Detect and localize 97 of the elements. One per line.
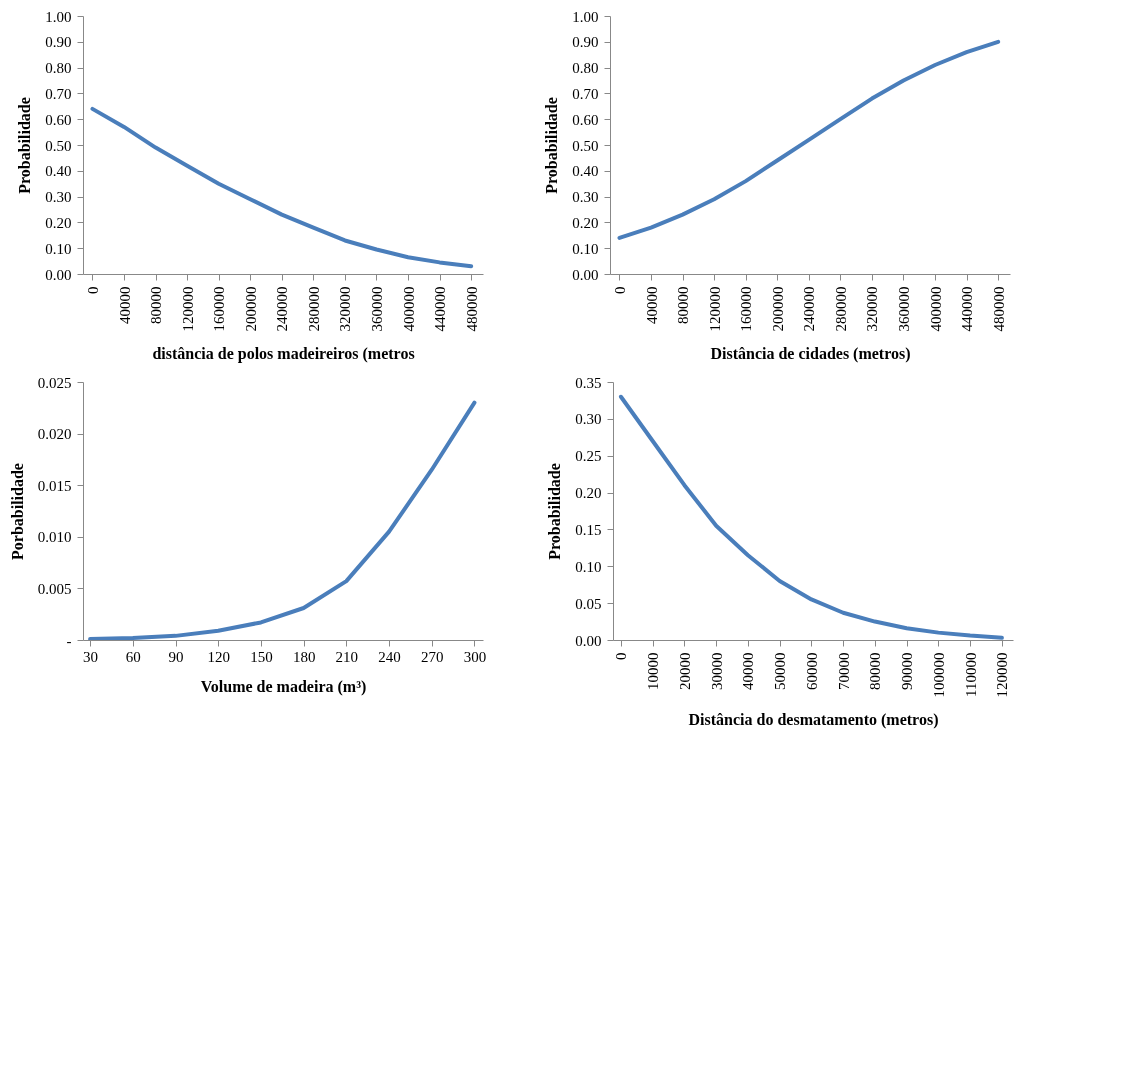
x-tick-label: 20000 xyxy=(676,652,693,690)
y-tick-label: 0.10 xyxy=(575,558,602,575)
y-tick-label: 0.80 xyxy=(45,60,72,77)
y-tick-label: 0.15 xyxy=(575,521,602,538)
y-tick-label: 0.40 xyxy=(572,163,599,180)
x-tick-label: 40000 xyxy=(116,286,133,324)
x-tick-label: 480000 xyxy=(990,286,1007,332)
x-tick-label: 80000 xyxy=(867,652,884,690)
x-tick-label: 270 xyxy=(421,648,444,665)
y-tick-label: 0.35 xyxy=(575,374,602,391)
line-series xyxy=(90,106,474,269)
x-tick-label: 280000 xyxy=(832,286,849,332)
x-tick-label: 240 xyxy=(378,648,401,665)
y-tick-label: 0.00 xyxy=(572,266,599,283)
x-tick-label: 280000 xyxy=(305,286,322,332)
x-tick-label: 320000 xyxy=(864,286,881,332)
x-tick-label: 40000 xyxy=(740,652,757,690)
x-tick-label: 300 xyxy=(463,648,487,665)
x-tick-label: 240000 xyxy=(801,286,818,332)
y-tick-label: 1.00 xyxy=(572,8,599,25)
x-tick-label: 120 xyxy=(207,648,230,665)
x-tick-label: 70000 xyxy=(835,652,852,690)
x-tick-label: 10000 xyxy=(645,652,662,690)
y-axis-title: Probabilidade xyxy=(16,97,34,194)
y-axis-title: Probabilidade xyxy=(546,463,564,560)
x-tick-label: 200000 xyxy=(242,286,259,332)
x-axis-title: distância de polos madeireiros (metros xyxy=(152,344,415,363)
x-tick-label: 100000 xyxy=(930,652,947,698)
y-tick-label: 0.90 xyxy=(572,34,599,51)
y-tick-label: 0.00 xyxy=(45,266,72,283)
x-tick-label: 50000 xyxy=(772,652,789,690)
x-tick-label: 30000 xyxy=(708,652,725,690)
y-tick-label: 0.60 xyxy=(45,111,72,128)
x-axis-title: Volume de madeira (m³) xyxy=(200,677,367,696)
y-tick-label: 0.20 xyxy=(572,214,599,231)
y-tick-label: 0.70 xyxy=(572,85,599,102)
x-tick-label: 90000 xyxy=(899,652,916,690)
x-tick-label: 120000 xyxy=(994,652,1011,698)
x-tick-label: 440000 xyxy=(432,286,449,332)
x-tick-label: 0 xyxy=(611,286,628,294)
y-tick-label: 0.30 xyxy=(575,411,602,428)
x-tick-label: 400000 xyxy=(400,286,417,332)
y-tick-label: 0.00 xyxy=(575,632,602,649)
line-series xyxy=(617,39,1001,240)
x-tick-label: 0 xyxy=(84,286,101,294)
y-tick-label: 0.025 xyxy=(37,374,72,391)
y-tick-label: 0.80 xyxy=(572,60,599,77)
y-tick-label: 0.70 xyxy=(45,85,72,102)
x-axis-title: Distância do desmatamento (metros) xyxy=(688,710,939,729)
y-tick-label: 0.90 xyxy=(45,34,72,51)
x-tick-label: 60000 xyxy=(803,652,820,690)
y-tick-label: 0.10 xyxy=(572,240,599,257)
y-tick-label: 0.010 xyxy=(37,529,72,546)
x-tick-label: 30 xyxy=(83,648,99,665)
x-tick-label: 150 xyxy=(250,648,273,665)
x-tick-label: 80000 xyxy=(675,286,692,324)
line-series xyxy=(88,400,477,640)
y-tick-label: 0.50 xyxy=(572,137,599,154)
x-tick-label: 90 xyxy=(168,648,184,665)
y-axis-title: Porbabilidade xyxy=(8,463,26,560)
x-tick-label: 320000 xyxy=(337,286,354,332)
x-tick-label: 110000 xyxy=(962,652,979,697)
x-tick-label: 240000 xyxy=(274,286,291,332)
x-tick-label: 60 xyxy=(125,648,141,665)
y-tick-label: 0.20 xyxy=(575,485,602,502)
x-tick-label: 180 xyxy=(292,648,316,665)
y-tick-label: 0.015 xyxy=(37,477,72,494)
y-tick-label: 0.60 xyxy=(572,111,599,128)
y-tick-label: 0.40 xyxy=(45,163,72,180)
x-tick-label: 360000 xyxy=(368,286,385,332)
x-tick-label: 400000 xyxy=(927,286,944,332)
y-tick-label: 0.20 xyxy=(45,214,72,231)
x-tick-label: 160000 xyxy=(211,286,228,332)
y-tick-label: 0.10 xyxy=(45,240,72,257)
y-tick-label: 0.005 xyxy=(37,580,72,597)
y-tick-label: 1.00 xyxy=(45,8,72,25)
y-tick-label: - xyxy=(66,632,72,649)
x-tick-label: 40000 xyxy=(643,286,660,324)
y-tick-label: 0.25 xyxy=(575,448,602,465)
x-tick-label: 440000 xyxy=(959,286,976,332)
x-tick-label: 210 xyxy=(335,648,359,665)
x-tick-label: 360000 xyxy=(895,286,912,332)
x-tick-label: 480000 xyxy=(463,286,480,332)
x-tick-label: 0 xyxy=(613,652,630,660)
x-tick-label: 120000 xyxy=(179,286,196,332)
y-axis-title: Probabilidade xyxy=(543,97,561,194)
y-tick-label: 0.30 xyxy=(45,189,72,206)
y-tick-label: 0.30 xyxy=(572,189,599,206)
y-tick-label: 0.50 xyxy=(45,137,72,154)
x-tick-label: 200000 xyxy=(769,286,786,332)
y-tick-label: 0.020 xyxy=(37,426,72,443)
x-tick-label: 160000 xyxy=(738,286,755,332)
x-tick-label: 120000 xyxy=(706,286,723,332)
x-axis-title: Distância de cidades (metros) xyxy=(710,344,911,363)
line-series xyxy=(618,394,1004,640)
y-tick-label: 0.05 xyxy=(575,595,602,612)
x-tick-label: 80000 xyxy=(148,286,165,324)
